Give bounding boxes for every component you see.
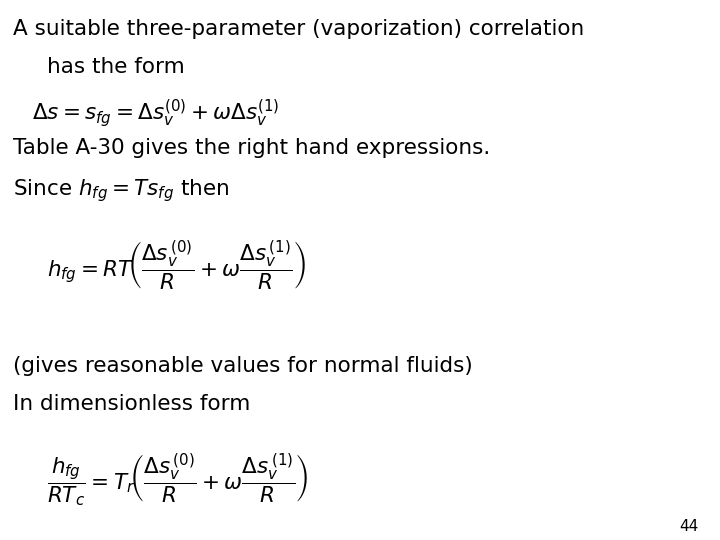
Text: In dimensionless form: In dimensionless form [13,394,251,414]
Text: (gives reasonable values for normal fluids): (gives reasonable values for normal flui… [13,356,473,376]
Text: $\Delta s = s_{fg} = \Delta s_v^{(0)} + \omega\Delta s_v^{(1)}$: $\Delta s = s_{fg} = \Delta s_v^{(0)} + … [32,97,280,129]
Text: Table A-30 gives the right hand expressions.: Table A-30 gives the right hand expressi… [13,138,490,158]
Text: $\dfrac{h_{fg}}{RT_c} = T_r\!\left(\dfrac{\Delta s_v^{\,(0)}}{R} + \omega\dfrac{: $\dfrac{h_{fg}}{RT_c} = T_r\!\left(\dfra… [47,452,308,509]
Text: $h_{fg} = RT\!\left(\dfrac{\Delta s_v^{\,(0)}}{R} + \omega\dfrac{\Delta s_v^{\,(: $h_{fg} = RT\!\left(\dfrac{\Delta s_v^{\… [47,238,306,292]
Text: 44: 44 [679,518,698,534]
Text: A suitable three-parameter (vaporization) correlation: A suitable three-parameter (vaporization… [13,19,584,39]
Text: Since $h_{fg}=Ts_{fg}$ then: Since $h_{fg}=Ts_{fg}$ then [13,177,230,204]
Text: has the form: has the form [47,57,184,77]
